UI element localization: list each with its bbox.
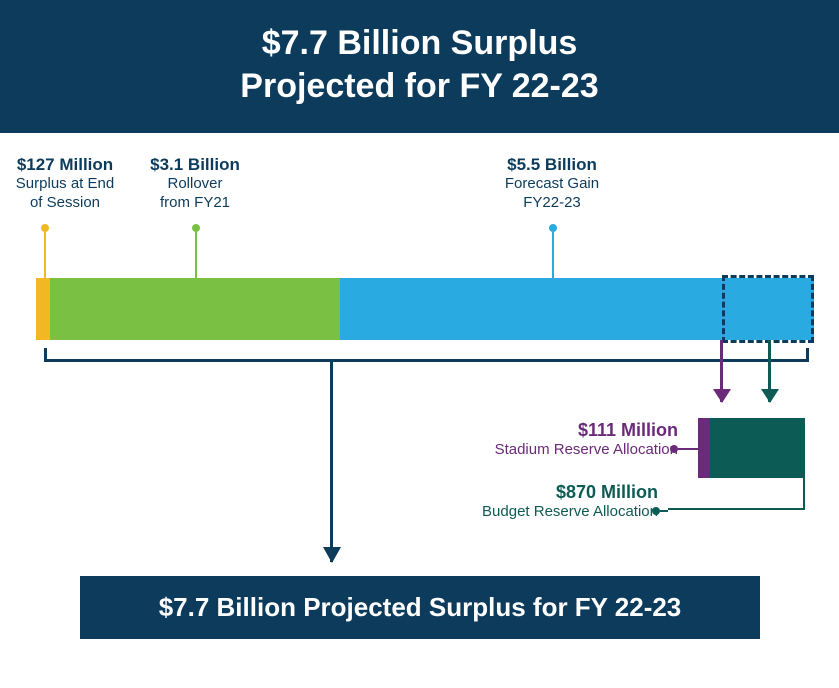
arrow-stadium — [720, 340, 723, 402]
seg-yellow — [36, 278, 50, 340]
pin-budget — [660, 510, 668, 512]
header-line2: Projected for FY 22-23 — [0, 65, 839, 108]
main-bar — [36, 278, 814, 340]
label-forecast-gain: $5.5 Billion Forecast Gain FY22-23 — [490, 155, 614, 213]
header-banner: $7.7 Billion Surplus Projected for FY 22… — [0, 0, 839, 133]
label-stadium: $111 Million Stadium Reserve Allocation — [378, 420, 678, 458]
pin-stadium — [678, 448, 704, 450]
secondary-bracket — [668, 478, 805, 510]
seg-green — [50, 278, 340, 340]
label-rollover: $3.1 Billion Rollover from FY21 — [140, 155, 250, 213]
pin-yellow — [44, 232, 46, 278]
main-bracket — [44, 348, 809, 362]
main-arrow-down — [330, 362, 333, 562]
seg-budget — [710, 418, 805, 478]
pin-cyan — [552, 232, 554, 278]
label-budget: $870 Million Budget Reserve Allocation — [358, 482, 658, 520]
secondary-bar — [698, 418, 805, 478]
arrow-budget — [768, 340, 771, 402]
footer-banner: $7.7 Billion Projected Surplus for FY 22… — [80, 576, 760, 639]
pin-green — [195, 232, 197, 278]
dashed-allocation-box — [722, 275, 814, 343]
label-surplus-end: $127 Million Surplus at End of Session — [10, 155, 120, 213]
header-line1: $7.7 Billion Surplus — [0, 22, 839, 65]
